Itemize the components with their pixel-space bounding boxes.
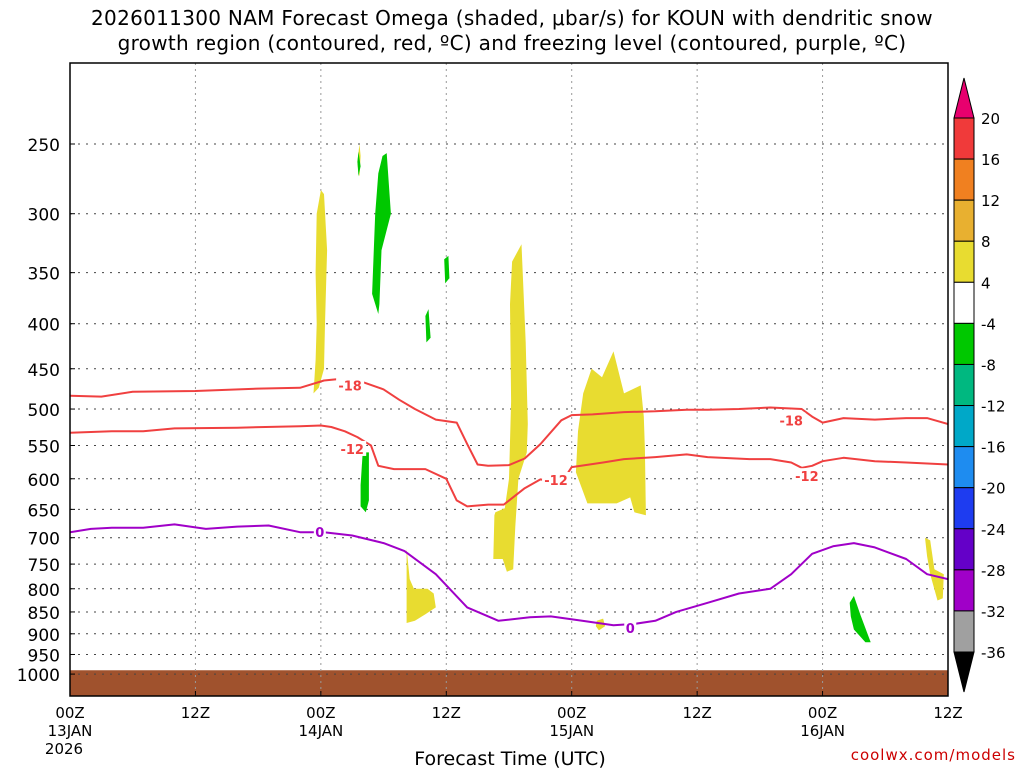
x-tick-label: 00Z bbox=[557, 704, 586, 722]
contour-label: -18 bbox=[338, 379, 362, 394]
colorbar-bin bbox=[953, 158, 975, 201]
omega-region bbox=[357, 151, 361, 177]
colorbar-bin bbox=[953, 405, 975, 448]
colorbar-label: 8 bbox=[981, 233, 991, 251]
contour-label: 0 bbox=[626, 622, 635, 637]
omega-region bbox=[925, 537, 944, 601]
x-tick-label: 00Z bbox=[55, 704, 84, 722]
contour-label-bg bbox=[792, 468, 821, 484]
colorbar-bin bbox=[953, 199, 975, 242]
plot-area: -18 -18 -12 -12 -12 0 0 bbox=[70, 63, 948, 696]
y-tick-label: 600 bbox=[28, 471, 60, 491]
chart-title-line2: growth region (contoured, red, ºC) and f… bbox=[117, 31, 907, 55]
y-tick-label: 700 bbox=[28, 530, 60, 550]
omega-region bbox=[372, 153, 391, 314]
omega-region bbox=[444, 255, 450, 284]
x-tick-label: 12Z bbox=[933, 704, 962, 722]
y-tick-label: 750 bbox=[28, 556, 60, 576]
omega-region bbox=[406, 548, 436, 623]
colorbar-bottom-triangle bbox=[953, 651, 975, 693]
contour-label-bg bbox=[542, 472, 571, 488]
colorbar-bin bbox=[953, 322, 975, 365]
colorbar-bin bbox=[953, 528, 975, 571]
axes: 2503003504004505005506006507007508008509… bbox=[17, 62, 963, 768]
colorbar-label: -20 bbox=[981, 480, 1006, 498]
omega-region bbox=[849, 595, 871, 643]
x-tick-label: 00Z bbox=[808, 704, 837, 722]
colorbar-label: -8 bbox=[981, 356, 996, 374]
x-axis-label: Forecast Time (UTC) bbox=[414, 748, 605, 768]
colorbar-bin bbox=[953, 363, 975, 407]
colorbar: 20 16 12 8 4 -4 -8 -12 -16 -20 -24 -28 -32 -36 bbox=[953, 77, 1006, 693]
y-tick-label: 650 bbox=[28, 501, 60, 521]
contour-label: -18 bbox=[779, 414, 803, 429]
y-tick-label: 350 bbox=[28, 265, 60, 285]
chart-title: 2026011300 NAM Forecast Omega (shaded, μ… bbox=[0, 6, 1024, 56]
y-tick-label: 300 bbox=[28, 206, 60, 226]
colorbar-label: -12 bbox=[981, 398, 1006, 416]
x-tick-year: 2026 bbox=[45, 740, 83, 758]
x-tick-label: 12Z bbox=[682, 704, 711, 722]
omega-region bbox=[575, 351, 646, 516]
contour-label: -12 bbox=[340, 443, 364, 458]
colorbar-label: 16 bbox=[981, 151, 1000, 169]
contour-label: -12 bbox=[795, 470, 819, 485]
x-tick-label: 12Z bbox=[432, 704, 461, 722]
y-tick-label: 550 bbox=[28, 437, 60, 457]
y-tick-label: 950 bbox=[28, 646, 60, 666]
contour-label-bg bbox=[624, 620, 637, 636]
colorbar-top-triangle bbox=[953, 77, 975, 119]
x-tick-date: 13JAN bbox=[48, 722, 93, 740]
colorbar-bin bbox=[953, 240, 975, 283]
colorbar-label: -28 bbox=[981, 562, 1006, 580]
omega-region bbox=[493, 244, 528, 572]
colorbar-bin bbox=[953, 446, 975, 489]
colorbar-label: 20 bbox=[981, 110, 1000, 128]
colorbar-label: 12 bbox=[981, 192, 1000, 210]
x-tick-label: 00Z bbox=[306, 704, 335, 722]
colorbar-bin bbox=[953, 117, 975, 160]
contour-label: -12 bbox=[544, 474, 568, 489]
omega-region bbox=[313, 190, 328, 394]
colorbar-bin bbox=[953, 281, 975, 324]
y-tick-label: 500 bbox=[28, 401, 60, 421]
plot-frame bbox=[69, 62, 949, 697]
omega-region bbox=[360, 452, 369, 513]
y-tick-label: 900 bbox=[28, 626, 60, 646]
x-tick-date: 14JAN bbox=[298, 722, 343, 740]
contour-minus12 bbox=[70, 424, 948, 508]
colorbar-label: 4 bbox=[981, 274, 991, 292]
plot-inner: -18 -18 -12 -12 -12 0 0 bbox=[70, 63, 948, 696]
colorbar-label: -32 bbox=[981, 603, 1006, 621]
y-tick-label: 800 bbox=[28, 581, 60, 601]
omega-region bbox=[425, 309, 431, 343]
ground-surface bbox=[70, 670, 948, 696]
contour-label-bg bbox=[313, 524, 326, 540]
x-tick-label: 12Z bbox=[181, 704, 210, 722]
omega-region bbox=[595, 618, 606, 631]
chart-title-line1: 2026011300 NAM Forecast Omega (shaded, μ… bbox=[91, 6, 933, 30]
contour-label: 0 bbox=[315, 526, 324, 541]
contour-minus18 bbox=[70, 377, 948, 467]
colorbar-bin bbox=[953, 610, 975, 653]
y-tick-label: 1000 bbox=[17, 666, 60, 686]
colorbar-label: -36 bbox=[981, 644, 1006, 662]
colorbar-label: -4 bbox=[981, 315, 996, 333]
colorbar-bin bbox=[953, 569, 975, 612]
contour-label-bg bbox=[336, 377, 365, 393]
x-tick-date: 15JAN bbox=[549, 722, 594, 740]
colorbar-bin bbox=[953, 487, 975, 530]
x-tick-date: 16JAN bbox=[800, 722, 845, 740]
y-tick-label: 850 bbox=[28, 604, 60, 624]
colorbar-label: -24 bbox=[981, 521, 1006, 539]
y-tick-label: 400 bbox=[28, 316, 60, 336]
watermark: coolwx.com/models bbox=[850, 746, 1016, 764]
contour-label-bg bbox=[777, 412, 806, 428]
contour-label-bg bbox=[338, 440, 367, 456]
y-tick-label: 450 bbox=[28, 361, 60, 381]
contour-0 bbox=[70, 523, 948, 627]
colorbar-label: -16 bbox=[981, 439, 1006, 457]
y-tick-label: 250 bbox=[28, 136, 60, 156]
